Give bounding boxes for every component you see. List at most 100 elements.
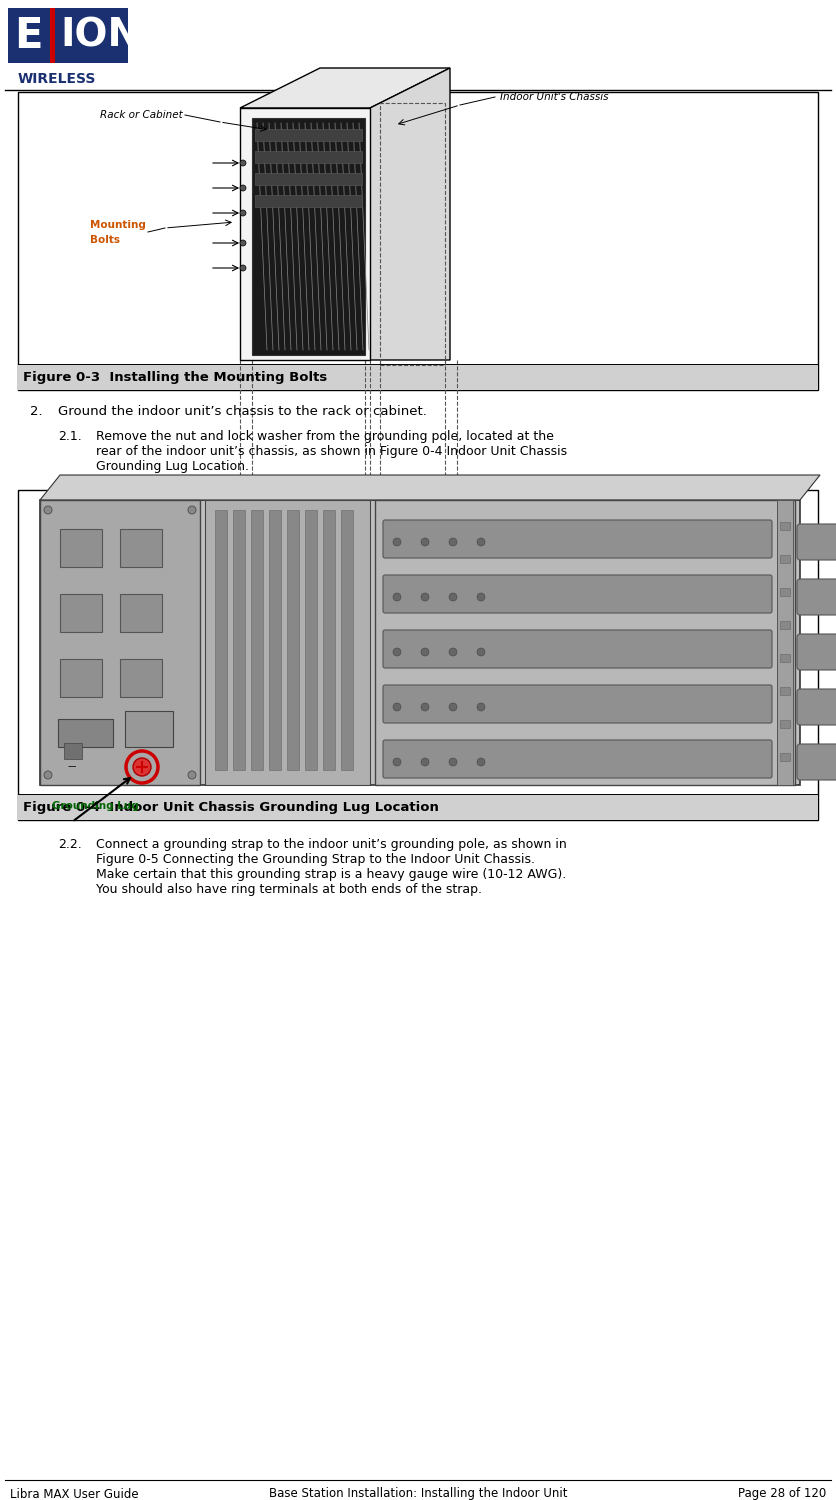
Text: Make certain that this grounding strap is a heavy gauge wire (10-12 AWG).: Make certain that this grounding strap i… [96,868,566,880]
Text: Connect a grounding strap to the indoor unit’s grounding pole, as shown in: Connect a grounding strap to the indoor … [96,839,567,850]
Bar [780,588,790,596]
Bar [50,8,55,63]
Bar [375,500,795,784]
Bar [120,530,162,567]
Circle shape [421,592,429,602]
Text: Rack or Cabinet: Rack or Cabinet [100,110,183,120]
Bar [18,92,818,390]
Text: Mounting: Mounting [90,220,145,230]
Bar [780,753,790,760]
Bar [125,711,173,747]
Bar [240,108,370,360]
Bar [255,129,362,141]
Bar [120,658,162,698]
Circle shape [449,592,457,602]
Bar [255,172,362,184]
Circle shape [240,240,246,246]
Bar [780,720,790,728]
Bar [40,500,800,784]
Circle shape [449,648,457,656]
Bar [60,530,102,567]
Text: Figure 0-5 Connecting the Grounding Strap to the Indoor Unit Chassis.: Figure 0-5 Connecting the Grounding Stra… [96,853,535,865]
Bar [233,510,245,770]
Bar [18,490,818,820]
Bar [18,794,818,820]
Circle shape [393,592,401,602]
Text: Ground the indoor unit’s chassis to the rack or cabinet.: Ground the indoor unit’s chassis to the … [58,405,427,418]
Circle shape [449,538,457,546]
Bar [780,654,790,662]
Bar [58,718,113,747]
Text: Page 28 of 120: Page 28 of 120 [737,1488,826,1500]
Bar [780,555,790,562]
Bar [18,364,818,390]
Circle shape [421,648,429,656]
Text: 2.2.: 2.2. [58,839,82,850]
Bar [120,594,162,632]
Bar [380,104,445,364]
Bar [64,742,82,759]
Text: ION: ION [60,16,140,54]
Polygon shape [40,476,820,500]
FancyBboxPatch shape [797,579,836,615]
FancyBboxPatch shape [797,634,836,670]
Bar [8,8,128,63]
FancyBboxPatch shape [383,686,772,723]
FancyBboxPatch shape [383,740,772,778]
Circle shape [477,538,485,546]
Text: 2.1.: 2.1. [58,430,82,442]
Bar [341,510,353,770]
Circle shape [477,592,485,602]
Bar [305,510,317,770]
Circle shape [449,758,457,766]
Circle shape [477,648,485,656]
Circle shape [449,704,457,711]
Bar [215,510,227,770]
Text: Figure 0-3  Installing the Mounting Bolts: Figure 0-3 Installing the Mounting Bolts [23,370,327,384]
Circle shape [421,704,429,711]
Bar [269,510,281,770]
Circle shape [240,266,246,272]
Polygon shape [240,68,450,108]
Bar [255,152,362,164]
Text: Libra MAX User Guide: Libra MAX User Guide [10,1488,139,1500]
Bar [205,500,370,784]
Circle shape [393,758,401,766]
Text: E: E [14,15,43,57]
Circle shape [133,758,151,776]
Bar [777,500,793,784]
Text: Bolts: Bolts [90,236,120,244]
Bar [287,510,299,770]
Circle shape [240,160,246,166]
Bar [40,500,200,784]
Text: 2.: 2. [30,405,43,418]
Circle shape [421,538,429,546]
Circle shape [44,771,52,778]
Bar [60,594,102,632]
Polygon shape [370,68,450,360]
Circle shape [421,758,429,766]
Text: Base Station Installation: Installing the Indoor Unit: Base Station Installation: Installing th… [268,1488,568,1500]
Text: rear of the indoor unit’s chassis, as shown in Figure 0-4 Indoor Unit Chassis: rear of the indoor unit’s chassis, as sh… [96,446,567,458]
Bar [780,621,790,628]
Text: Grounding Lug Location.: Grounding Lug Location. [96,460,249,472]
Text: Figure 0-4  Indoor Unit Chassis Grounding Lug Location: Figure 0-4 Indoor Unit Chassis Grounding… [23,801,439,813]
FancyBboxPatch shape [797,744,836,780]
FancyBboxPatch shape [383,630,772,668]
Text: You should also have ring terminals at both ends of the strap.: You should also have ring terminals at b… [96,884,482,896]
Bar [780,687,790,694]
Bar [251,510,263,770]
Text: Indoor Unit's Chassis: Indoor Unit's Chassis [500,92,609,102]
Bar [252,118,365,356]
Bar [60,658,102,698]
Circle shape [393,538,401,546]
Text: WIRELESS: WIRELESS [18,72,96,86]
Text: Remove the nut and lock washer from the grounding pole, located at the: Remove the nut and lock washer from the … [96,430,554,442]
Text: Grounding Lug: Grounding Lug [52,801,139,812]
Circle shape [477,758,485,766]
Bar [323,510,335,770]
Circle shape [240,210,246,216]
Bar [255,195,362,207]
Circle shape [188,771,196,778]
Text: —: — [68,762,76,771]
